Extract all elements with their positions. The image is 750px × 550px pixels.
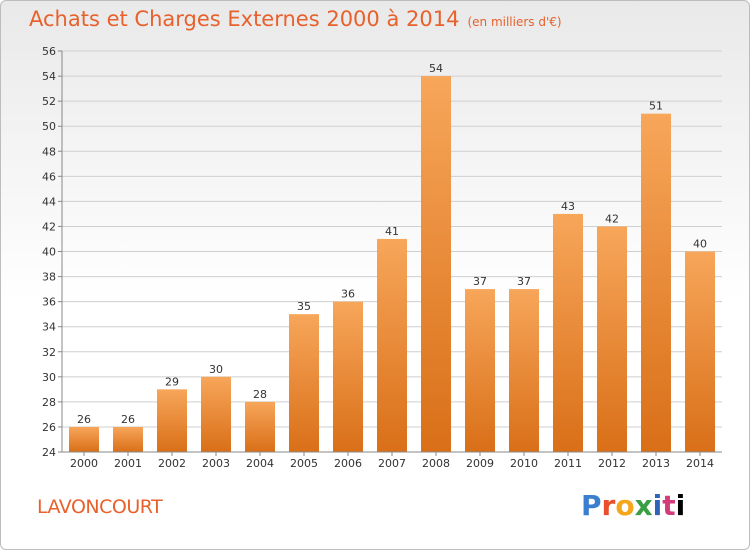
x-tick-label-2001: 2001 [114,457,142,470]
x-tick-label-2004: 2004 [246,457,274,470]
data-label-2003: 30 [209,363,223,376]
bar-2006 [333,301,363,452]
y-tick-label: 50 [42,120,56,133]
x-tick-label-2012: 2012 [598,457,626,470]
proxiti-logo: Proxiti [581,489,686,522]
x-tick-label-2010: 2010 [510,457,538,470]
x-axis-labels: 2000 2001 2002 2003 2004 2005 2006 2007 2008 2009… [70,452,714,470]
bar-2000 [69,426,99,452]
data-label-2013: 51 [649,100,663,113]
y-axis-labels: 24 26 28 30 32 34 36 38 40 42 44 46 48 50 52 54 56 [42,45,56,459]
y-tick-label: 54 [42,70,56,83]
y-tick-label: 26 [42,421,56,434]
x-tick-label-2003: 2003 [202,457,230,470]
x-tick-label-2000: 2000 [70,457,98,470]
data-label-2005: 35 [297,300,311,313]
x-tick-label-2014: 2014 [686,457,714,470]
y-tick-label: 28 [42,396,56,409]
data-label-2007: 41 [385,225,399,238]
x-tick-label-2005: 2005 [290,457,318,470]
data-label-2002: 29 [165,375,179,388]
y-tick-label: 32 [42,346,56,359]
bar-2010 [509,289,539,452]
data-label-2008: 54 [429,62,443,75]
bar-2009 [465,289,495,452]
bar-2003 [201,376,231,452]
y-tick-label: 46 [42,170,56,183]
y-tick-label: 48 [42,145,56,158]
x-tick-label-2007: 2007 [378,457,406,470]
bar-2007 [377,238,407,452]
chart-subtitle: (en milliers d'€) [467,15,562,29]
y-tick-label: 56 [42,45,56,58]
bars [69,76,715,452]
y-tick-label: 52 [42,95,56,108]
bar-2002 [157,389,187,452]
bar-2008 [421,76,451,452]
bar-2013 [641,113,671,452]
x-tick-label-2008: 2008 [422,457,450,470]
data-labels: 26 26 29 30 28 35 36 41 54 37 37 43 42 51 40 [77,62,707,426]
y-tick-label: 24 [42,446,56,459]
bar-2005 [289,314,319,452]
data-label-2011: 43 [561,200,575,213]
y-tick-label: 34 [42,321,56,334]
x-tick-label-2002: 2002 [158,457,186,470]
data-label-2010: 37 [517,275,531,288]
x-tick-label-2011: 2011 [554,457,582,470]
x-tick-label-2006: 2006 [334,457,362,470]
bar-2001 [113,426,143,452]
chart-title: Achats et Charges Externes 2000 à 2014 [29,7,460,31]
y-tick-label: 36 [42,296,56,309]
data-label-2001: 26 [121,413,135,426]
y-tick-label: 42 [42,220,56,233]
y-tick-label: 30 [42,371,56,384]
data-label-2014: 40 [693,238,707,251]
chart-title-block: Achats et Charges Externes 2000 à 2014 (e… [29,7,562,31]
data-label-2004: 28 [253,388,267,401]
bar-2004 [245,401,275,452]
bar-2011 [553,213,583,452]
y-tick-label: 44 [42,195,56,208]
x-tick-label-2013: 2013 [642,457,670,470]
place-name: LAVONCOURT [37,496,163,518]
x-tick-label-2009: 2009 [466,457,494,470]
y-tick-label: 38 [42,271,56,284]
bar-2014 [685,251,715,452]
bar-2012 [597,226,627,452]
data-label-2009: 37 [473,275,487,288]
data-label-2012: 42 [605,212,619,225]
data-label-2006: 36 [341,288,355,301]
y-tick-label: 40 [42,246,56,259]
data-label-2000: 26 [77,413,91,426]
